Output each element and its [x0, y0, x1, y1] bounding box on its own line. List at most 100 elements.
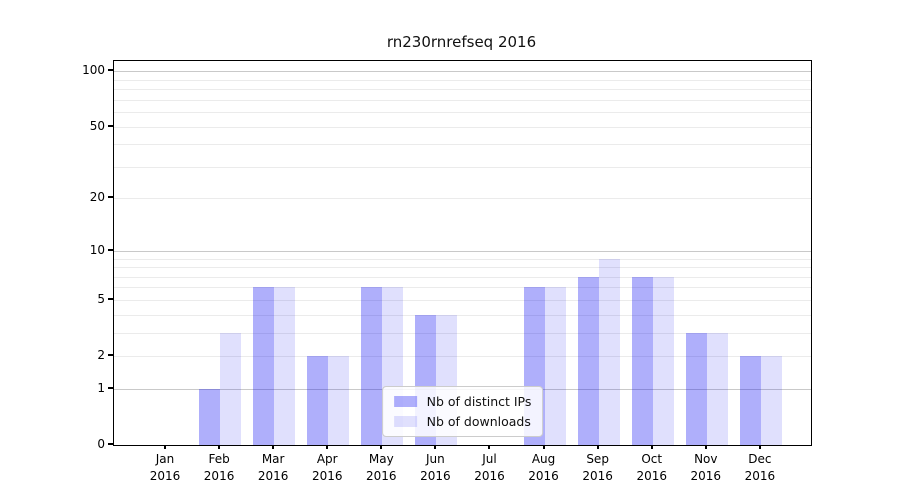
- y-tick-mark-20: [108, 196, 113, 199]
- legend: Nb of distinct IPs Nb of downloads: [381, 386, 544, 437]
- x-tick-month: Jul: [482, 452, 497, 466]
- y-tick-label-2: 2: [97, 348, 105, 363]
- x-tick-month: Aug: [531, 452, 556, 466]
- x-tick-month: Apr: [316, 452, 338, 466]
- x-tick-label-may: May 2016: [351, 451, 411, 485]
- x-tick-year: 2016: [528, 469, 559, 483]
- chart-title: rn230rnrefseq 2016: [386, 33, 537, 51]
- x-tick-month: Feb: [208, 452, 230, 466]
- bar-feb-distinct-ips: [199, 388, 221, 445]
- x-tick-mark-apr: [326, 445, 329, 449]
- x-tick-label-aug: Aug 2016: [514, 451, 574, 485]
- x-tick-year: 2016: [420, 469, 451, 483]
- bar-dec-downloads: [760, 356, 782, 445]
- major-gridline-10: [114, 250, 811, 252]
- x-tick-year: 2016: [474, 469, 505, 483]
- x-tick-mark-mar: [272, 445, 275, 449]
- x-tick-month: Sep: [586, 452, 609, 466]
- x-tick-label-dec: Dec 2016: [730, 451, 790, 485]
- minor-gridline-20: [114, 198, 811, 200]
- x-tick-mark-jul: [488, 445, 491, 449]
- y-tick-label-50: 50: [89, 118, 105, 133]
- x-tick-year: 2016: [366, 469, 397, 483]
- bar-oct-downloads: [652, 276, 674, 445]
- legend-swatch-icon: [393, 396, 417, 407]
- x-tick-label-sep: Sep 2016: [568, 451, 628, 485]
- major-gridline-100: [114, 71, 811, 73]
- x-tick-year: 2016: [744, 469, 776, 483]
- x-tick-label-mar: Mar 2016: [243, 451, 303, 485]
- y-tick-mark-5: [108, 297, 113, 300]
- bar-sep-downloads: [598, 258, 620, 445]
- x-tick-month: Jun: [426, 452, 445, 466]
- bar-mar-downloads: [274, 287, 296, 445]
- y-tick-label-5: 5: [97, 291, 105, 306]
- minor-gridline-4: [114, 314, 811, 316]
- x-tick-mark-aug: [542, 445, 545, 449]
- x-tick-label-nov: Nov 2016: [676, 451, 736, 485]
- x-tick-year: 2016: [311, 469, 343, 483]
- x-tick-mark-jan: [164, 445, 166, 449]
- x-tick-year: 2016: [257, 469, 289, 483]
- x-tick-month: Dec: [748, 452, 772, 466]
- minor-gridline-50: [114, 126, 811, 128]
- y-tick-label-1: 1: [97, 380, 105, 395]
- minor-gridline-80: [114, 89, 811, 91]
- y-tick-label-0: 0: [97, 437, 105, 451]
- bar-dec-distinct-ips: [739, 356, 761, 445]
- minor-gridline-40: [114, 144, 811, 146]
- bar-nov-distinct-ips: [685, 332, 707, 445]
- minor-gridline-8: [114, 267, 811, 269]
- bar-sep-distinct-ips: [577, 276, 599, 445]
- x-tick-label-apr: Apr 2016: [297, 451, 357, 485]
- y-tick-mark-2: [108, 354, 113, 357]
- bar-aug-downloads: [544, 287, 566, 445]
- x-tick-mark-feb: [218, 445, 221, 449]
- legend-swatch-icon: [393, 416, 417, 427]
- bar-apr-distinct-ips: [307, 356, 329, 445]
- x-tick-label-oct: Oct 2016: [622, 451, 682, 485]
- legend-label: Nb of downloads: [426, 414, 531, 429]
- x-tick-mark-dec: [758, 445, 761, 449]
- x-tick-month: Oct: [641, 452, 663, 466]
- x-tick-label-jul: Jul 2016: [459, 451, 519, 485]
- minor-gridline-90: [114, 79, 811, 81]
- x-tick-mark-sep: [596, 445, 599, 449]
- minor-gridline-60: [114, 112, 811, 114]
- x-tick-year: 2016: [690, 469, 722, 483]
- bar-may-distinct-ips: [361, 287, 383, 445]
- minor-gridline-7: [114, 276, 811, 278]
- x-tick-mark-jun: [434, 445, 437, 449]
- bar-feb-downloads: [220, 332, 242, 445]
- x-tick-mark-nov: [704, 445, 707, 449]
- x-tick-month: Jan: [155, 452, 175, 466]
- x-tick-year: 2016: [582, 469, 613, 483]
- minor-gridline-5: [114, 299, 811, 301]
- x-tick-year: 2016: [149, 469, 181, 483]
- x-tick-label-jun: Jun 2016: [405, 451, 465, 485]
- y-tick-label-10: 10: [89, 242, 105, 257]
- minor-gridline-6: [114, 287, 811, 289]
- y-tick-mark-50: [108, 124, 113, 127]
- plot-area: Nb of distinct IPs Nb of downloads: [113, 60, 812, 446]
- minor-gridline-70: [114, 99, 811, 101]
- x-tick-label-feb: Feb 2016: [189, 451, 249, 485]
- y-tick-label-100: 100: [82, 63, 105, 78]
- x-tick-month: Nov: [694, 452, 718, 466]
- bar-apr-downloads: [328, 356, 350, 445]
- x-tick-label-jan: Jan 2016: [135, 451, 195, 485]
- y-tick-label-20: 20: [89, 190, 105, 205]
- x-tick-year: 2016: [636, 469, 667, 483]
- x-tick-mark-oct: [650, 445, 653, 449]
- y-tick-mark-0: [108, 443, 113, 445]
- legend-row-downloads: Nb of downloads: [393, 414, 532, 429]
- legend-label: Nb of distinct IPs: [426, 394, 532, 409]
- x-tick-year: 2016: [203, 469, 235, 483]
- bar-oct-distinct-ips: [631, 276, 653, 445]
- x-tick-month: May: [368, 452, 394, 466]
- x-tick-month: Mar: [261, 452, 285, 466]
- y-tick-mark-1: [108, 386, 113, 389]
- legend-row-distinct-ips: Nb of distinct IPs: [393, 394, 532, 409]
- minor-gridline-3: [114, 332, 811, 334]
- bar-mar-distinct-ips: [253, 287, 275, 445]
